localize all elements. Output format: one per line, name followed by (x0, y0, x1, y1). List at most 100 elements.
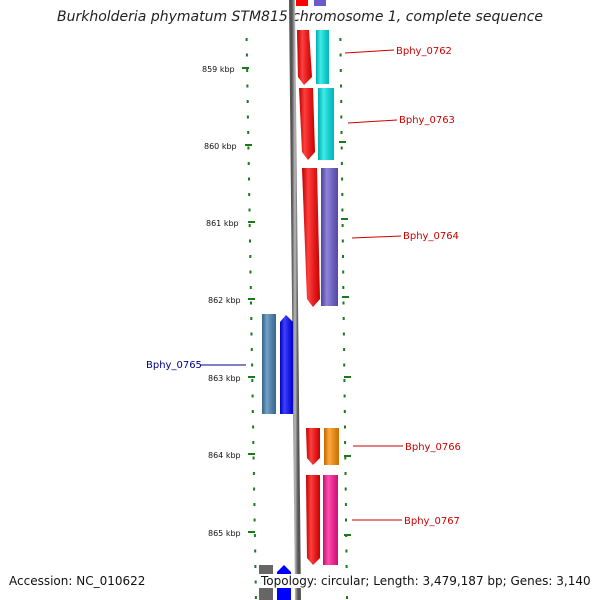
tick-dot (343, 410, 346, 413)
tick-dot (340, 131, 343, 134)
kbp-label: 865 kbp (208, 529, 241, 538)
tick-dot (254, 549, 257, 553)
tick-dot (339, 69, 342, 72)
tick-dot (340, 162, 343, 165)
tick-dot (345, 549, 348, 553)
tick-dot (340, 146, 343, 150)
tick-dot (342, 270, 345, 274)
tick-dot (246, 115, 249, 119)
tick-dot (339, 38, 342, 41)
tick-dot (341, 239, 344, 243)
tick-dot (250, 301, 252, 305)
tick-dot (342, 332, 345, 336)
outer-ticks (339, 141, 351, 536)
genome-summary-text: Topology: circular; Length: 3,479,187 bp… (259, 574, 593, 588)
tick-dot (340, 115, 343, 119)
tick-dot (249, 255, 252, 258)
tick-dot (248, 224, 251, 227)
tick-dot (251, 379, 254, 382)
tick-dot (345, 518, 347, 522)
tick-dot (248, 177, 250, 181)
kbp-label: 862 kbp (208, 296, 241, 305)
tick-dot (342, 301, 345, 305)
gene-labels: Bphy_0762 Bphy_0763 Bphy_0764 Bphy_0765 … (146, 46, 461, 527)
kbp-label: 861 kbp (206, 219, 239, 228)
tick-dot (251, 394, 254, 398)
tick-dot (345, 565, 348, 568)
kbp-label: 863 kbp (208, 374, 241, 383)
tick-dot (253, 534, 256, 537)
tick-dot (247, 131, 250, 134)
tick-track (245, 38, 348, 599)
leader-line (351, 235, 402, 239)
tick-dot (343, 379, 346, 382)
gene-bphy-0762[interactable] (297, 30, 329, 85)
tick-dot (246, 84, 249, 88)
tick-dot (249, 239, 251, 243)
gene-bphy-0764[interactable] (302, 168, 338, 307)
tick-dot (344, 472, 347, 475)
gene-bphy-0765[interactable] (262, 314, 293, 414)
backbone-arc (289, 0, 301, 600)
gene-label: Bphy_0763 (399, 115, 455, 126)
gene-label: Bphy_0767 (404, 516, 460, 527)
kbp-ruler: 859 kbp 860 kbp 861 kbp 862 kbp 863 kbp … (202, 65, 255, 538)
tick-dot (245, 53, 248, 57)
tick-dot (342, 255, 344, 258)
leader-line (347, 119, 398, 124)
tick-dot (248, 193, 251, 196)
tick-dot (251, 363, 254, 367)
map-title: Burkholderia phymatum STM815 chromosome … (56, 9, 543, 25)
kbp-label: 864 kbp (208, 451, 241, 460)
gene-bphy-0766[interactable] (306, 428, 339, 465)
tick-dot (341, 224, 344, 227)
gene-label: Bphy_0764 (403, 231, 459, 242)
accession-text: Accession: NC_010622 (9, 574, 146, 588)
tick-dot (344, 503, 347, 506)
gene-bphy-0767[interactable] (306, 475, 338, 565)
tick-dot (342, 286, 345, 289)
tick-dot (253, 503, 256, 506)
tick-dot (340, 100, 343, 103)
tick-dot (249, 286, 252, 289)
tick-dot (342, 317, 345, 320)
tick-dot (252, 425, 255, 429)
tick-dot (254, 596, 257, 599)
tick-dot (252, 472, 255, 475)
leader-line (344, 49, 395, 54)
tick-dot (340, 84, 342, 88)
tick-dot (250, 332, 253, 336)
tick-dot (246, 100, 249, 103)
tick-dot (247, 146, 250, 150)
tick-dot (253, 518, 256, 522)
tick-dot (247, 162, 250, 165)
tick-dot (250, 348, 253, 351)
tick-dot (248, 208, 251, 212)
tick-dot (339, 53, 342, 57)
gene-label: Bphy_0765 (146, 360, 202, 371)
tick-dot (250, 317, 253, 320)
tick-dot (253, 487, 256, 491)
tick-dot (245, 38, 248, 41)
gene-label: Bphy_0766 (405, 442, 461, 453)
tick-dot (251, 410, 254, 413)
gene-bphy-0763[interactable] (299, 88, 334, 160)
tick-dot (252, 441, 255, 444)
tick-dot (344, 425, 346, 429)
tick-dot (249, 270, 252, 274)
tick-dot (341, 177, 344, 181)
partial-feature-top (296, 0, 326, 6)
gene-label: Bphy_0762 (396, 46, 452, 57)
tick-dot (344, 441, 347, 444)
tick-dot (254, 580, 257, 584)
tick-dot (343, 394, 346, 398)
tick-dot (343, 363, 346, 367)
tick-dot (246, 69, 249, 72)
tick-dot (341, 193, 344, 196)
tick-dot (344, 487, 347, 491)
tick-dot (344, 456, 347, 460)
tick-dot (341, 208, 344, 212)
kbp-label: 860 kbp (204, 142, 237, 151)
tick-dot (346, 596, 348, 599)
